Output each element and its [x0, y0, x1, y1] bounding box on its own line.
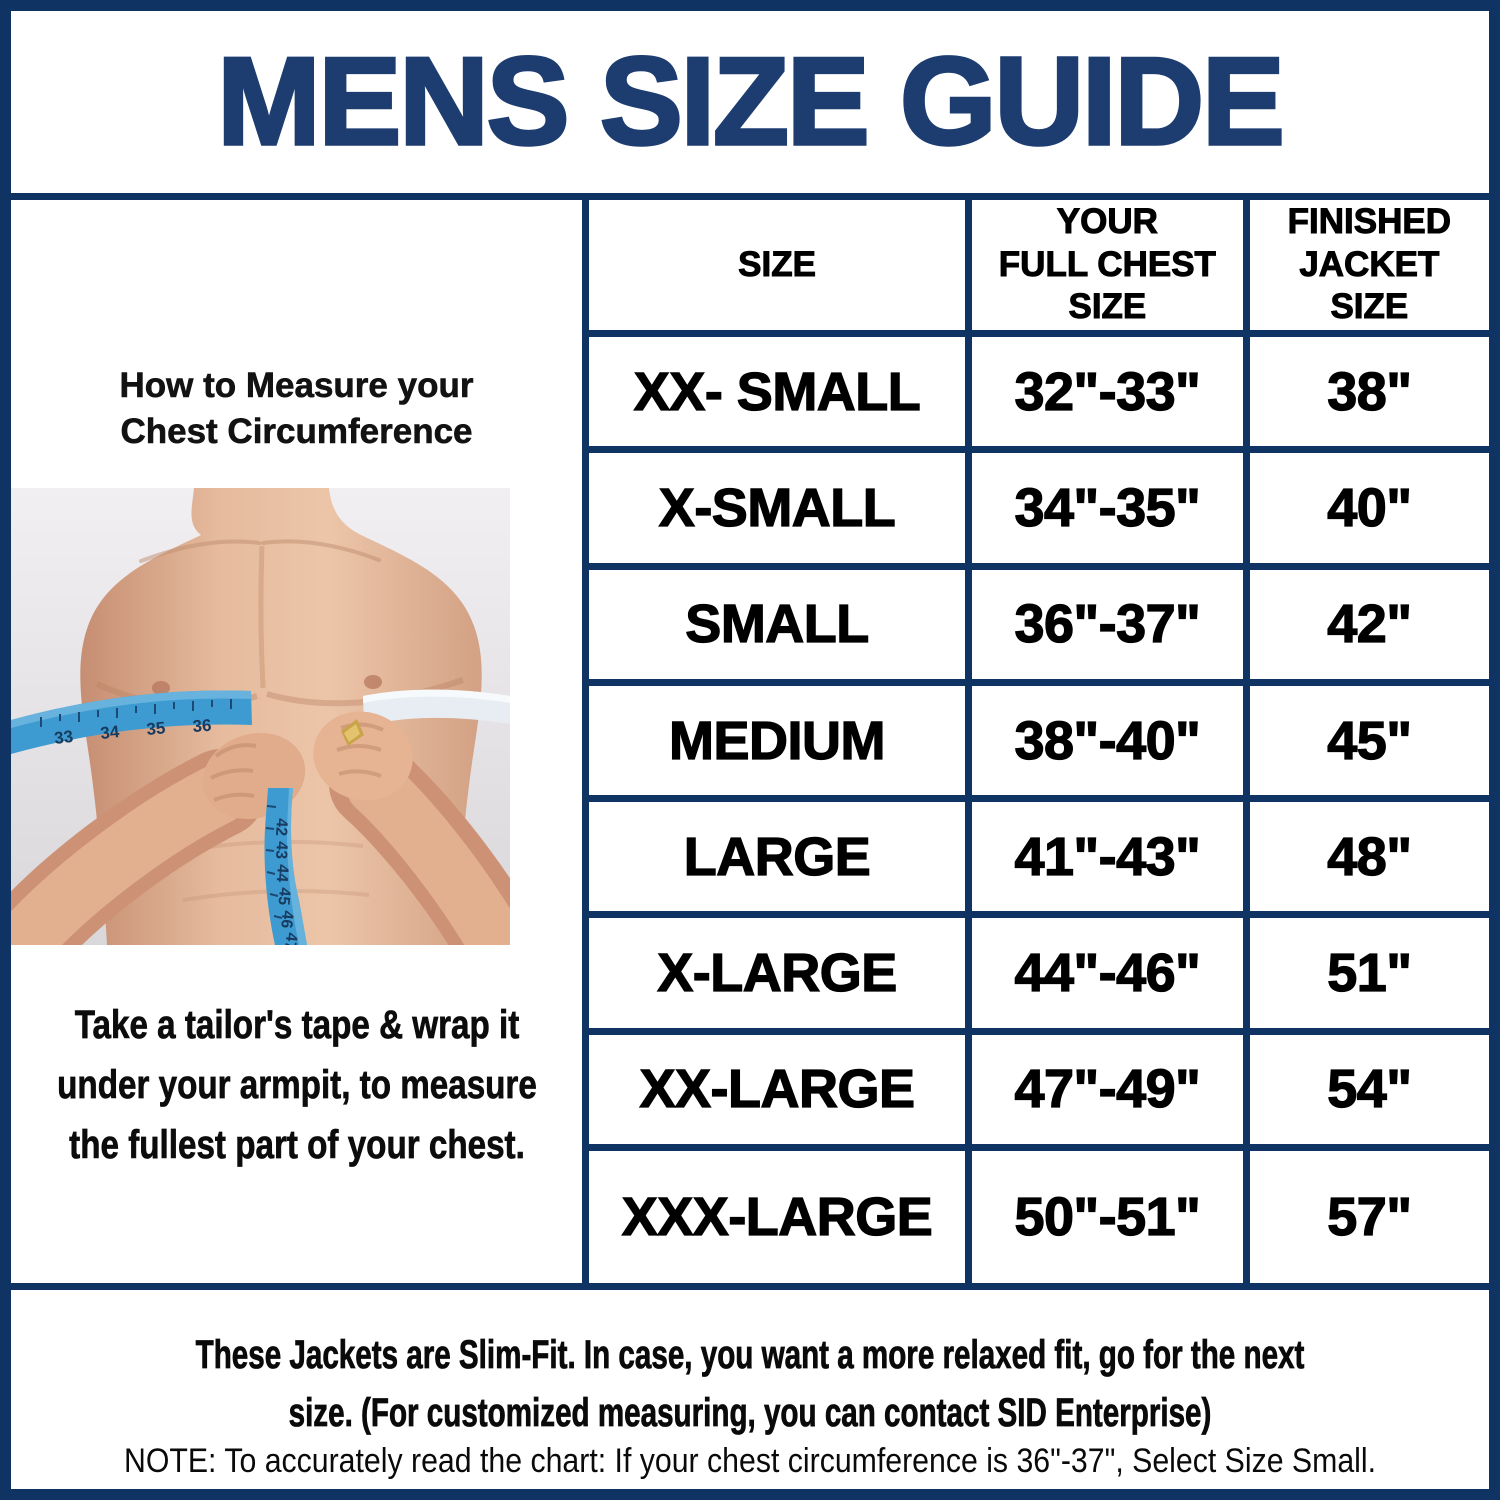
tape-number: 42 [272, 818, 290, 837]
chest-measure-photo: 33 34 35 36 [11, 488, 510, 945]
title-band: MENS SIZE GUIDE [11, 11, 1489, 193]
hands [202, 711, 413, 820]
column-header-jacket: FINISHED JACKET SIZE [1249, 200, 1489, 331]
hanging-tape: 42 43 44 45 46 47 [264, 788, 307, 945]
size-table: SIZE YOUR FULL CHEST SIZE FINISHED JACKE… [589, 200, 1489, 1283]
measure-heading: How to Measure your Chest Circumference [119, 366, 474, 451]
column-header-size: SIZE [589, 200, 966, 331]
table-row-jacket: 40" [1249, 453, 1489, 563]
tape-number: 33 [53, 727, 74, 748]
tape-number: 34 [99, 722, 120, 743]
table-row-size: X-SMALL [589, 453, 966, 563]
table-row-size: MEDIUM [589, 685, 966, 796]
slim-fit-note: These Jackets are Slim-Fit. In case, you… [195, 1333, 1305, 1436]
main-section: How to Measure your Chest Circumference [11, 200, 1489, 1283]
tape-number: 44 [273, 864, 291, 883]
table-row-chest: 32"-33" [972, 337, 1243, 447]
table-row-jacket: 38" [1249, 337, 1489, 447]
how-to-measure-panel: How to Measure your Chest Circumference [11, 200, 582, 1283]
arms [11, 740, 510, 945]
tape-number: 45 [274, 887, 292, 906]
tape-measure-band: 33 34 35 36 [11, 689, 510, 754]
table-row-jacket: 54" [1249, 1034, 1489, 1144]
table-row-size: X-LARGE [589, 918, 966, 1028]
table-row-chest: 44"-46" [972, 918, 1243, 1028]
table-row-size: XX-LARGE [589, 1034, 966, 1144]
table-row-jacket: 45" [1249, 685, 1489, 796]
table-row-chest: 36"-37" [972, 569, 1243, 679]
table-row-jacket: 51" [1249, 918, 1489, 1028]
table-row-size: XX- SMALL [589, 337, 966, 447]
table-row-chest: 38"-40" [972, 685, 1243, 796]
measure-instruction: Take a tailor's tape & wrap it under you… [56, 1003, 537, 1168]
table-row-jacket: 48" [1249, 802, 1489, 912]
page-title: MENS SIZE GUIDE [215, 33, 1286, 171]
tape-number: 35 [146, 718, 167, 739]
table-row-chest: 50"-51" [972, 1150, 1243, 1283]
table-row-size: XXX-LARGE [589, 1150, 966, 1283]
table-row-chest: 34"-35" [972, 453, 1243, 563]
tape-number: 46 [277, 910, 296, 930]
tape-number: 47 [281, 932, 300, 945]
table-row-jacket: 57" [1249, 1150, 1489, 1283]
chart-reading-note: NOTE: To accurately read the chart: If y… [123, 1442, 1377, 1480]
tape-number: 36 [192, 716, 212, 736]
footer-notes: These Jackets are Slim-Fit. In case, you… [11, 1290, 1489, 1489]
table-row-chest: 41"-43" [972, 802, 1243, 912]
tape-number: 43 [272, 841, 290, 860]
table-row-jacket: 42" [1249, 569, 1489, 679]
table-row-size: SMALL [589, 569, 966, 679]
table-row-size: LARGE [589, 802, 966, 912]
table-row-chest: 47"-49" [972, 1034, 1243, 1144]
column-header-chest: YOUR FULL CHEST SIZE [972, 200, 1243, 331]
